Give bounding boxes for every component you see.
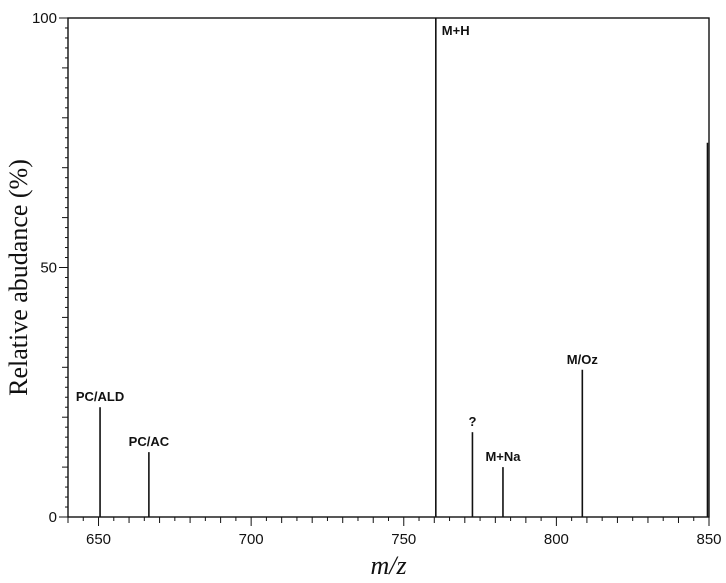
y-tick-label: 50 — [40, 260, 57, 277]
x-tick-label: 700 — [239, 531, 264, 548]
peak-label: PC/AC — [129, 434, 170, 449]
x-tick-label: 800 — [544, 531, 569, 548]
y-tick-label: 100 — [32, 10, 57, 27]
y-tick-label: 0 — [49, 509, 57, 526]
x-tick-label: 750 — [391, 531, 416, 548]
x-tick-label: 850 — [696, 531, 721, 548]
peak-label: M+H — [442, 23, 470, 38]
x-axis-ticks: 650 700 750 800 850 — [67, 517, 722, 548]
y-axis-ticks: 0 50 100 — [32, 10, 68, 526]
x-axis-title: m/z — [370, 551, 406, 580]
peak-label: ? — [468, 414, 476, 429]
peak-series: PC/ALD PC/AC M+H? M+Na M/Oz — [76, 18, 709, 517]
x-tick-label: 650 — [86, 531, 111, 548]
peak-label: M+Na — [485, 449, 521, 464]
peak-label: PC/ALD — [76, 389, 124, 404]
y-axis-title: Relative abudance (%) — [4, 159, 33, 396]
peak-label: M/Oz — [567, 352, 599, 367]
